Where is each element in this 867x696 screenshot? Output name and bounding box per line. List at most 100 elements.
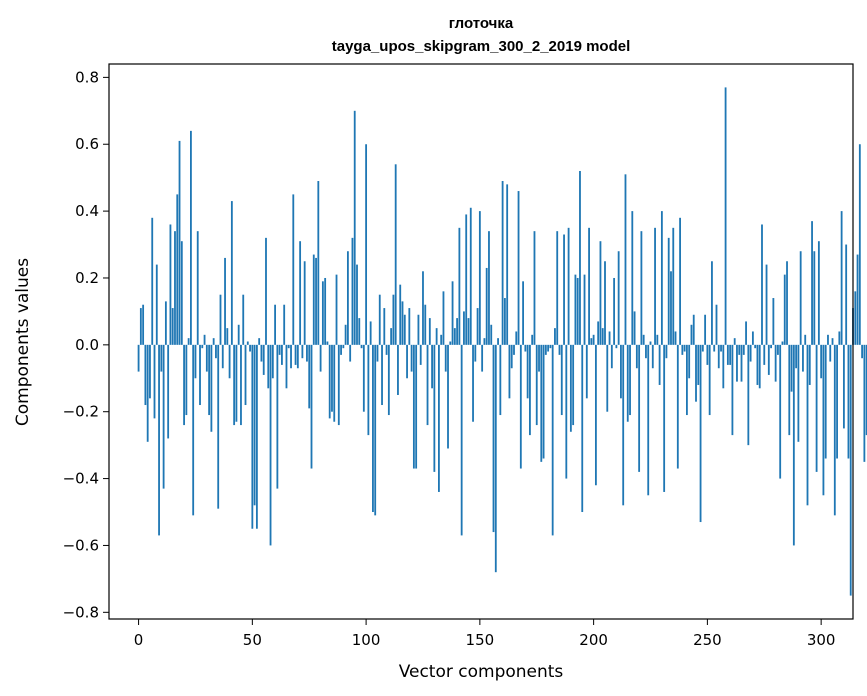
bar [476,308,479,345]
bar [576,277,579,345]
bar [724,87,727,345]
bar [524,344,527,352]
bar [849,344,852,596]
bar [763,344,766,365]
bar [469,207,472,345]
bar [285,344,288,389]
bar [681,344,684,355]
bar [369,321,372,345]
bar [435,328,438,345]
bars-group [137,87,867,596]
bar [519,344,522,469]
bar [415,344,418,469]
bar [647,344,650,496]
bar [699,344,702,523]
bar [617,251,620,345]
x-tick-label: 50 [243,631,262,649]
bar [606,344,609,412]
bar [692,314,695,345]
bar [554,328,556,345]
bar [208,344,211,416]
bar [442,291,445,345]
bar [715,304,718,345]
bar [815,344,818,472]
bar [588,227,590,345]
bar [262,344,265,375]
bar [772,298,775,345]
bar [688,344,691,379]
bar [340,344,342,355]
bar [422,271,424,345]
bar [726,344,729,365]
bar [385,344,388,355]
bar [733,338,736,345]
bar [365,144,368,345]
bar [224,257,226,345]
bar [786,261,788,345]
bar [497,338,499,345]
bar [817,241,820,345]
bar [540,344,543,462]
bar [597,321,600,345]
bar [813,251,816,345]
bar [144,344,147,406]
bar [831,338,834,345]
bar [499,344,502,416]
x-tick-label: 200 [579,631,608,649]
bar [301,344,304,359]
y-tick-label: 0.4 [75,202,99,220]
bar [176,194,179,345]
bar [201,344,204,349]
bar [367,344,370,436]
bar [535,344,538,426]
bar [529,344,531,436]
bar [215,344,217,359]
bar [483,338,486,345]
bar [531,334,534,345]
y-tick-label: −0.6 [63,536,99,554]
bar [842,344,845,429]
bar [317,181,320,345]
bar [162,344,165,489]
bar [779,344,782,479]
y-tick-label: 0.0 [75,336,99,354]
bar [331,344,333,412]
x-tick-label: 100 [352,631,381,649]
bar [690,324,693,345]
bar [542,344,545,459]
bar [517,191,520,345]
bar [333,344,336,422]
bar [838,331,841,345]
bar [503,298,506,345]
bar [651,344,654,369]
bar [583,274,586,345]
bar [701,344,704,352]
bar [558,344,561,355]
bar [353,110,356,345]
bar [754,344,757,349]
bar [392,294,395,345]
bar [683,344,686,352]
bar [658,344,661,385]
bar [567,227,570,345]
bar [358,318,361,345]
x-tick-label: 250 [693,631,722,649]
bar [219,294,222,345]
bar [474,344,477,362]
bar [547,344,550,352]
bar [488,231,490,345]
bar [590,338,593,345]
bar [376,344,379,362]
bar [356,264,358,345]
bar [824,344,827,459]
bar [203,334,206,345]
bar [761,224,763,345]
bar [494,344,497,573]
bar [767,344,770,375]
bar [397,344,399,395]
bar [833,344,836,516]
bar [153,344,156,419]
bar [740,344,743,382]
bar [738,344,741,355]
bar [774,344,777,382]
